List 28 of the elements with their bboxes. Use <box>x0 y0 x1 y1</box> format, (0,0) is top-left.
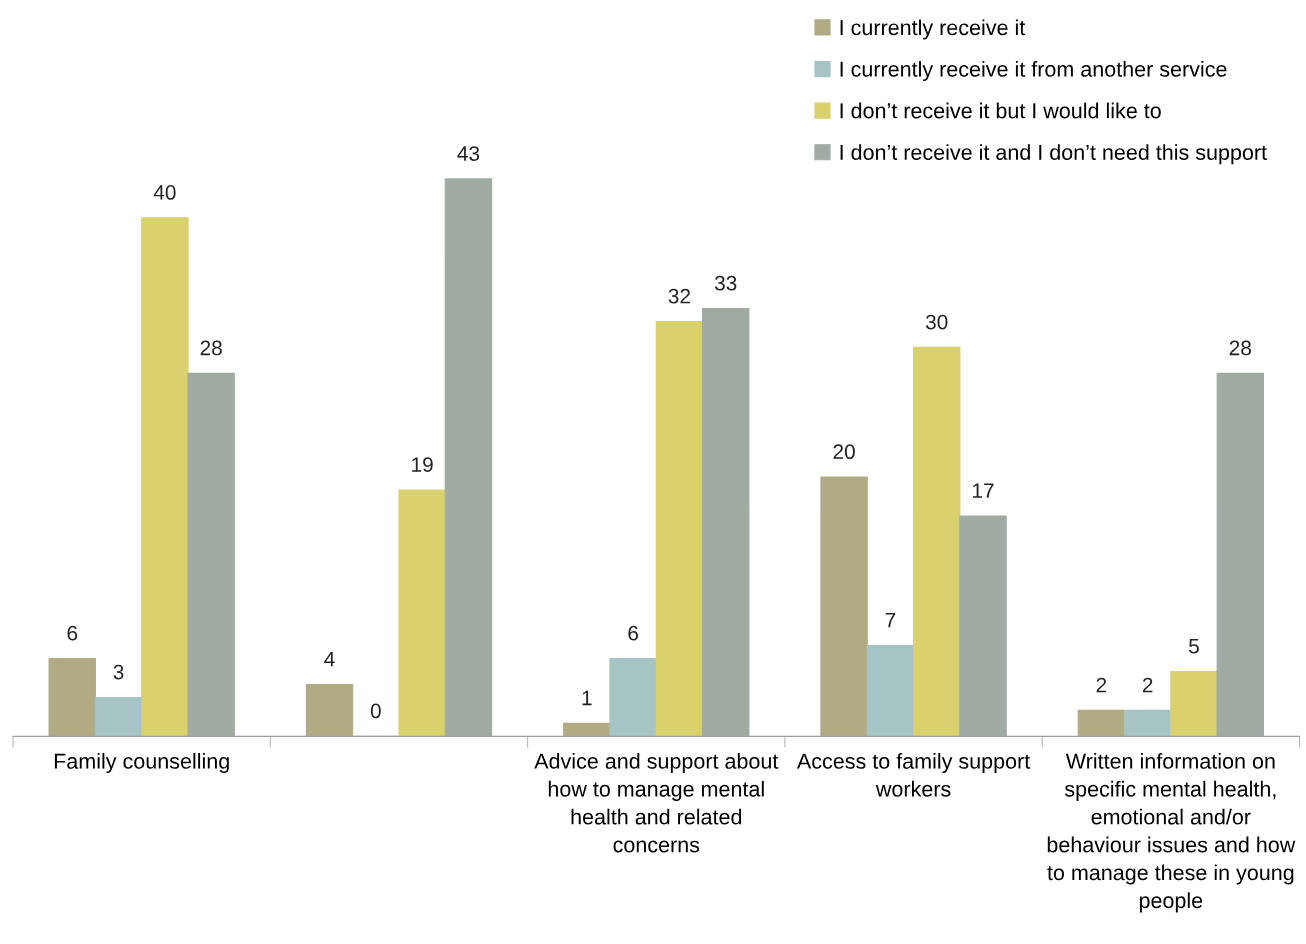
data-label: 33 <box>714 275 737 291</box>
data-label: 19 <box>412 457 433 473</box>
data-label: 4 <box>324 651 335 667</box>
data-label: 30 <box>925 314 948 330</box>
data-label: 43 <box>457 146 480 161</box>
legend-label: I currently receive it <box>840 19 1026 40</box>
data-label: 17 <box>973 483 994 498</box>
data-label: 1 <box>582 690 592 706</box>
legend-label: I currently receive it from another service <box>840 60 1227 82</box>
data-label: 40 <box>153 185 176 200</box>
data-label: 0 <box>370 703 381 719</box>
legend-label: I don’t receive it and I don’t need this support <box>840 144 1267 165</box>
legend-label: I don’t receive it but I would like to <box>840 102 1161 119</box>
x-tick-label: Advice and support about how to manage mental health and related concerns <box>534 752 779 853</box>
data-label: 6 <box>628 625 638 641</box>
data-label: 2 <box>1096 677 1107 693</box>
x-tick-label: Family counselling <box>54 752 229 774</box>
data-label: 2 <box>1142 677 1153 693</box>
data-label: 20 <box>833 444 855 460</box>
data-label: 28 <box>200 340 222 356</box>
data-label: 28 <box>1229 340 1251 356</box>
data-label: 3 <box>113 664 124 680</box>
data-label: 32 <box>668 288 690 304</box>
data-label: 7 <box>885 613 896 628</box>
x-tick-label: Access to family support workers <box>796 752 1031 797</box>
data-label: 5 <box>1189 638 1199 654</box>
data-label: 6 <box>67 625 78 641</box>
x-tick-label: Written information on specific mental health, emotional and/or behaviour issues and how to manage these in young people <box>1047 752 1296 913</box>
